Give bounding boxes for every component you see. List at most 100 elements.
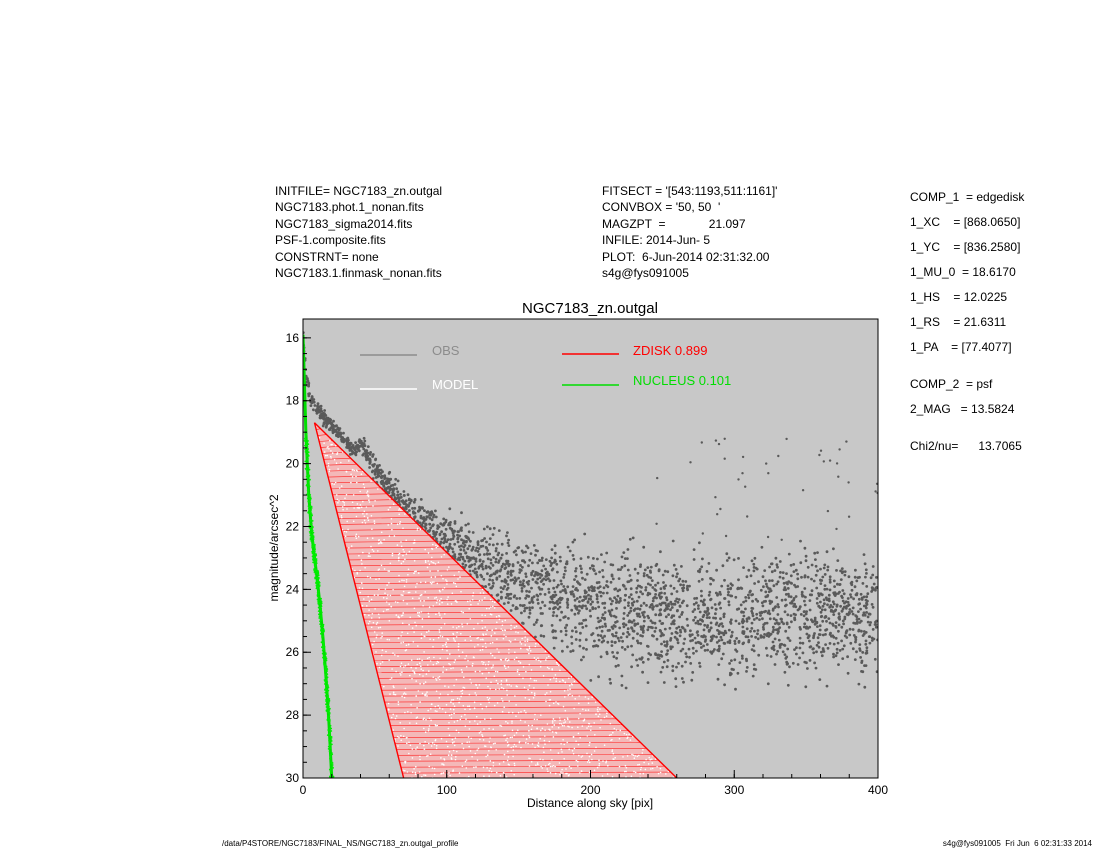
model-point (498, 688, 501, 690)
obs-point (723, 578, 726, 582)
model-point (537, 763, 539, 766)
nucleus-point (320, 600, 323, 603)
obs-point (646, 582, 650, 586)
obs-point (768, 617, 772, 621)
model-point (434, 724, 437, 726)
obs-point (819, 600, 822, 604)
nucleus-point (318, 582, 321, 584)
model-point (376, 662, 378, 665)
model-point (380, 654, 383, 657)
obs-point (705, 570, 709, 573)
model-point (544, 765, 547, 767)
nucleus-point (307, 440, 309, 442)
obs-point (471, 545, 475, 549)
model-point (375, 651, 377, 653)
model-point (464, 725, 467, 728)
obs-point (617, 664, 620, 667)
obs-point (645, 604, 648, 607)
obs-point (528, 611, 532, 615)
obs-point (624, 686, 628, 690)
zdisk-hatch (350, 564, 460, 567)
model-point (575, 740, 577, 742)
obs-point (798, 646, 802, 650)
obs-point (491, 533, 495, 536)
obs-point (627, 580, 631, 583)
obs-point (639, 604, 643, 608)
obs-point (838, 448, 841, 451)
model-point (424, 581, 427, 583)
model-point (393, 693, 396, 696)
model-point (476, 637, 478, 640)
model-point (618, 737, 621, 740)
nucleus-point (315, 581, 317, 584)
obs-point (519, 569, 523, 572)
model-point (466, 622, 469, 625)
obs-point (629, 609, 633, 613)
nucleus-point (317, 579, 319, 582)
nucleus-point (305, 463, 308, 466)
model-point (428, 630, 430, 632)
model-point (504, 734, 507, 737)
model-point (461, 742, 463, 745)
obs-point (825, 619, 828, 623)
obs-point (846, 604, 850, 608)
obs-point (697, 579, 701, 583)
obs-point (848, 627, 852, 631)
model-point (402, 769, 404, 772)
param-line: 1_XC = [868.0650] (910, 215, 1021, 229)
model-point (359, 569, 361, 572)
obs-point (800, 590, 804, 594)
model-point (608, 734, 611, 737)
obs-point (710, 637, 714, 641)
obs-point (692, 651, 695, 655)
model-point (636, 755, 639, 758)
obs-point (717, 639, 721, 642)
obs-point (760, 545, 764, 549)
model-point (451, 690, 453, 693)
obs-point (451, 537, 455, 541)
nucleus-point (330, 730, 333, 732)
model-point (368, 499, 370, 502)
obs-point (675, 597, 679, 601)
zdisk-hatch (341, 529, 424, 531)
obs-point (703, 610, 707, 614)
obs-point (857, 629, 861, 633)
model-point (446, 580, 448, 582)
model-point (543, 751, 545, 753)
obs-point (542, 564, 546, 568)
obs-point (651, 586, 655, 589)
model-point (544, 693, 546, 696)
nucleus-point (312, 555, 314, 558)
model-point (569, 688, 571, 690)
obs-point (869, 621, 872, 624)
model-point (523, 686, 526, 689)
obs-point (469, 539, 472, 543)
obs-point (519, 564, 522, 567)
model-point (505, 776, 508, 778)
model-point (546, 768, 548, 770)
nucleus-point (306, 474, 309, 477)
model-point (380, 541, 382, 543)
model-point (466, 741, 469, 743)
obs-point (362, 447, 366, 451)
model-point (471, 599, 474, 601)
model-point (404, 664, 407, 667)
obs-point (805, 661, 808, 665)
obs-point (742, 600, 745, 604)
obs-point (698, 568, 702, 571)
model-point (367, 519, 370, 522)
obs-point (747, 596, 751, 600)
model-point (508, 700, 511, 702)
nucleus-point (308, 468, 311, 471)
model-point (400, 734, 402, 737)
obs-point (641, 670, 644, 674)
model-point (369, 577, 372, 579)
model-point (545, 700, 547, 703)
obs-point (798, 641, 802, 645)
obs-point (464, 523, 468, 527)
obs-point (701, 557, 704, 561)
obs-point (653, 595, 657, 599)
obs-point (506, 541, 510, 545)
obs-point (667, 602, 670, 606)
model-point (540, 714, 542, 716)
